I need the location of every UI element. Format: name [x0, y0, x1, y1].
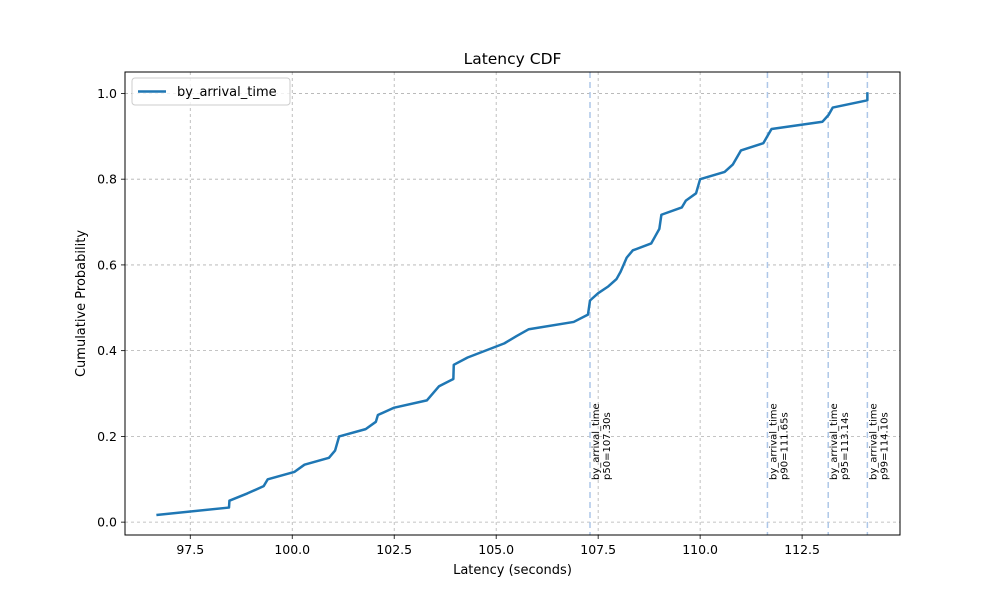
series-line [156, 92, 869, 517]
chart-title: Latency CDF [464, 50, 562, 68]
y-axis-ticks: 0.0 0.2 0.4 0.6 0.8 1.0 [97, 86, 125, 530]
percentile-label-series: by_arrival_time [868, 403, 879, 480]
x-tick-label: 110.0 [682, 542, 718, 557]
x-tick-label: 97.5 [176, 542, 204, 557]
series-layer [156, 92, 869, 517]
y-tick-label: 0.6 [97, 257, 117, 272]
percentile-label-series: by_arrival_time [768, 403, 779, 480]
percentile-label-series: by_arrival_time [591, 403, 602, 480]
percentile-label-value: p90=111.65s [779, 412, 790, 480]
percentile-label-series: by_arrival_time [829, 403, 840, 480]
x-tick-label: 112.5 [784, 542, 820, 557]
y-tick-label: 0.0 [97, 515, 117, 530]
x-axis-label: Latency (seconds) [453, 563, 572, 578]
percentile-label-value: p50=107.30s [602, 412, 613, 480]
x-tick-label: 100.0 [274, 542, 310, 557]
y-tick-label: 0.8 [97, 172, 117, 187]
grid [125, 72, 900, 535]
legend-label: by_arrival_time [177, 85, 277, 100]
legend-box [131, 77, 291, 106]
x-tick-label: 107.5 [580, 542, 616, 557]
plot-frame [124, 71, 901, 536]
y-axis-label: Cumulative Probability [74, 230, 89, 377]
percentile-label-value: p95=113.14s [840, 412, 851, 480]
x-tick-label: 105.0 [478, 542, 514, 557]
legend: by_arrival_time [131, 77, 291, 106]
y-tick-label: 1.0 [97, 86, 117, 101]
x-tick-label: 102.5 [376, 542, 412, 557]
y-tick-label: 0.2 [97, 429, 117, 444]
x-axis-ticks: 97.5 100.0 102.5 105.0 107.5 110.0 112.5 [176, 535, 820, 557]
percentile-label-value: p99=114.10s [879, 412, 890, 480]
y-tick-label: 0.4 [97, 343, 117, 358]
